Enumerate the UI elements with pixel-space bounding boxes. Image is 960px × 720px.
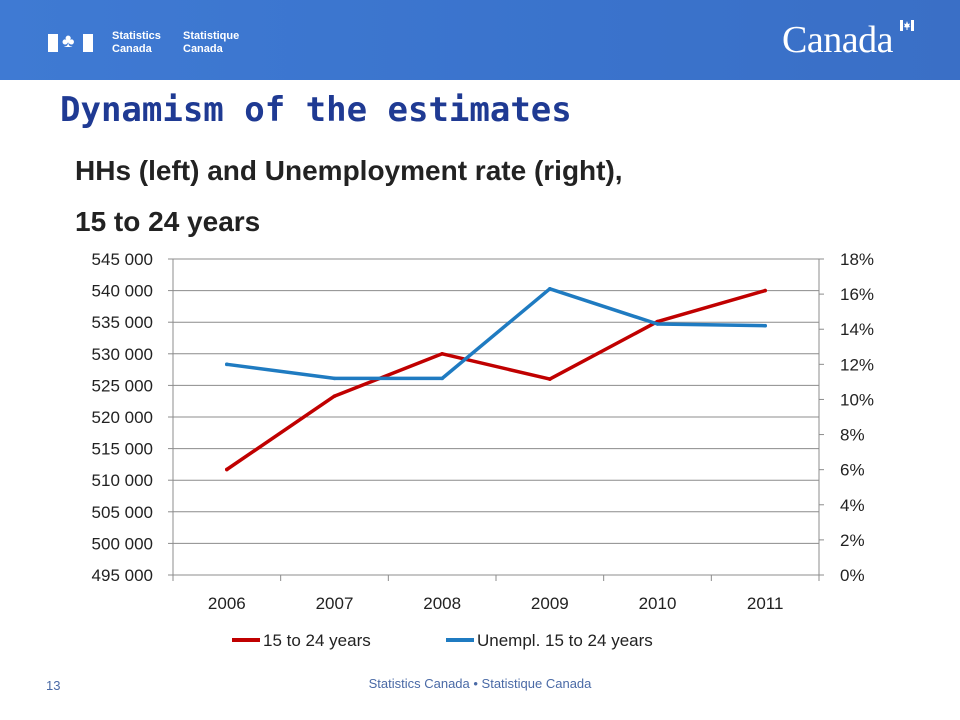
series-line: [225, 287, 767, 381]
y-right-tick-label: 6%: [840, 461, 865, 480]
agency-en-line1: Statistics: [112, 30, 161, 42]
page-number: 13: [46, 678, 61, 693]
y-left-tick-label: 500 000: [92, 534, 153, 553]
data-point: [332, 394, 337, 398]
y-right-tick-label: 0%: [840, 566, 865, 585]
y-right-tick-label: 4%: [840, 496, 865, 515]
data-point: [763, 288, 767, 293]
header-banner: ♣ Statistics Canada Statistique Canada C…: [0, 0, 960, 80]
x-tick-label: 2008: [423, 594, 461, 613]
agency-en-line2: Canada: [112, 43, 152, 55]
y-left-tick-label: 535 000: [92, 313, 153, 332]
chart-subtitle-line1: HHs (left) and Unemployment rate (right)…: [75, 155, 623, 186]
agency-name-french: Statistique Canada: [183, 30, 239, 56]
x-tick-label: 2007: [316, 594, 354, 613]
legend-label: Unempl. 15 to 24 years: [477, 631, 653, 650]
line-chart: 495 000 500 000 505 000 510 000 515 000 520 0…: [92, 250, 874, 650]
chart-subtitle-line2: 15 to 24 years: [75, 206, 261, 237]
data-point: [440, 352, 444, 356]
wordmark-flag-icon: [900, 20, 914, 31]
x-tick-label: 2011: [747, 594, 784, 613]
y-right-tick-label: 16%: [840, 285, 874, 304]
canada-wordmark: Canada: [782, 19, 893, 61]
series-line: [225, 288, 767, 472]
footer-text: Statistics Canada • Statistique Canada: [368, 676, 592, 691]
data-point: [225, 362, 229, 367]
data-point: [440, 376, 444, 381]
data-point: [225, 467, 229, 472]
slide-title: Dynamism of the estimates: [60, 90, 572, 130]
canada-flag-icon: ♣: [48, 32, 93, 52]
agency-fr-line1: Statistique: [183, 30, 240, 42]
agency-fr-line2: Canada: [183, 43, 223, 55]
y-right-tick-label: 8%: [840, 426, 865, 445]
y-left-tick-label: 505 000: [92, 503, 153, 522]
y-left-tick-label: 540 000: [92, 282, 153, 301]
y-right-tick-label: 2%: [840, 531, 865, 550]
agency-name-english: Statistics Canada: [112, 30, 161, 56]
y-left-tick-label: 545 000: [92, 250, 153, 269]
x-tick-label: 2006: [208, 594, 246, 613]
legend-label: 15 to 24 years: [263, 631, 371, 650]
y-right-tick-label: 12%: [840, 355, 874, 374]
data-point: [548, 377, 552, 381]
y-left-tick-label: 530 000: [92, 345, 153, 364]
y-right-tick-label: 14%: [840, 320, 874, 339]
x-tick-label: 2009: [531, 594, 569, 613]
y-left-tick-label: 525 000: [92, 376, 153, 395]
data-point: [763, 323, 767, 328]
x-tick-label: 2010: [639, 594, 677, 613]
y-right-tick-label: 18%: [840, 250, 874, 269]
data-point: [548, 287, 552, 291]
y-left-tick-label: 520 000: [92, 408, 153, 427]
y-left-tick-label: 495 000: [92, 566, 153, 585]
y-left-tick-label: 515 000: [92, 440, 153, 459]
y-right-tick-label: 10%: [840, 390, 874, 409]
y-left-tick-label: 510 000: [92, 471, 153, 490]
data-point: [655, 322, 660, 326]
data-point: [332, 376, 337, 381]
